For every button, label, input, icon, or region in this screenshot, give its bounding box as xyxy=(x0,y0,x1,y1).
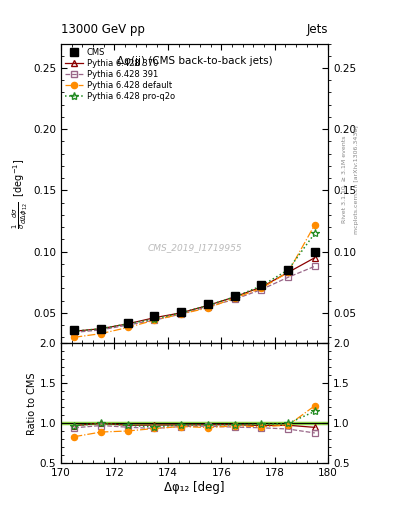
X-axis label: Δφ₁₂ [deg]: Δφ₁₂ [deg] xyxy=(164,481,225,494)
Legend: CMS, Pythia 6.428 370, Pythia 6.428 391, Pythia 6.428 default, Pythia 6.428 pro-: CMS, Pythia 6.428 370, Pythia 6.428 391,… xyxy=(63,46,176,103)
Y-axis label: Ratio to CMS: Ratio to CMS xyxy=(27,372,37,435)
Text: CMS_2019_I1719955: CMS_2019_I1719955 xyxy=(147,243,242,252)
Text: Rivet 3.1.10, ≥ 3.1M events: Rivet 3.1.10, ≥ 3.1M events xyxy=(342,136,347,223)
Text: Δφ(јј) (CMS back-to-back jets): Δφ(јј) (CMS back-to-back jets) xyxy=(117,55,272,66)
Text: mcplots.cern.ch [arXiv:1306.3436]: mcplots.cern.ch [arXiv:1306.3436] xyxy=(354,125,359,233)
Y-axis label: $\frac{1}{\sigma}\frac{d\sigma}{d\Delta\phi_{12}}$  [deg$^{-1}$]: $\frac{1}{\sigma}\frac{d\sigma}{d\Delta\… xyxy=(11,158,30,229)
Text: 13000 GeV pp: 13000 GeV pp xyxy=(61,23,145,36)
Text: Jets: Jets xyxy=(307,23,328,36)
